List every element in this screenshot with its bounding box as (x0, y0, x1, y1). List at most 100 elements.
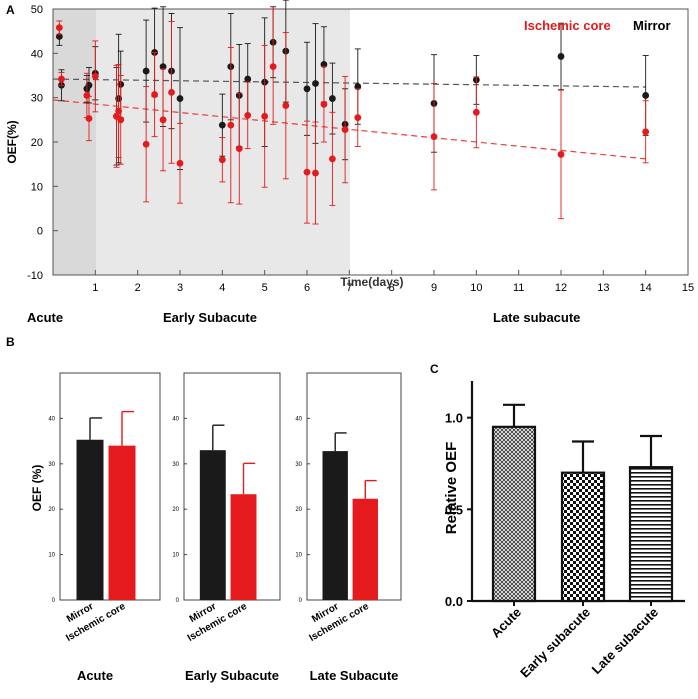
point-mirror (312, 80, 319, 87)
point-ischemic-core (244, 112, 252, 119)
point-ischemic-core (557, 151, 565, 158)
point-mirror (320, 61, 328, 68)
panel-a-shade-acute (53, 9, 96, 275)
point-ischemic-core (642, 128, 650, 136)
panel-a-ytick-label: -10 (27, 270, 43, 282)
panel-a-ytick-label: 50 (31, 4, 43, 16)
point-ischemic-core (472, 108, 480, 116)
panel-a-xtick-label: 2 (135, 282, 141, 294)
point-mirror (354, 83, 362, 90)
point-ischemic-core (58, 75, 65, 83)
point-mirror (142, 67, 150, 75)
point-ischemic-core (91, 72, 99, 80)
panel-c-category-label: Acute (488, 605, 524, 641)
point-ischemic-core (430, 133, 438, 141)
panel-a-xtick-label: 5 (262, 282, 268, 294)
panel-label-c: C (430, 362, 439, 376)
panel-b-bar-ischemic-core (352, 498, 378, 600)
point-mirror (244, 75, 252, 83)
panel-c-category-label: Late subacute (589, 605, 661, 677)
point-mirror (218, 121, 226, 129)
panel-a-xtick-label: 13 (597, 282, 609, 294)
legend-ischemic-core: Ischemic core (524, 18, 611, 33)
panel-a-ytick-label: 30 (31, 93, 43, 105)
panel-a-xtick-label: 4 (219, 282, 225, 294)
point-mirror (176, 95, 184, 102)
point-ischemic-core (269, 63, 277, 71)
point-ischemic-core (235, 145, 243, 153)
point-ischemic-core (261, 112, 269, 120)
panel-b-bar-mirror (76, 439, 104, 600)
panel-a-xtick-label: 1 (92, 282, 98, 294)
panel-c-ytick-label: 0.0 (445, 594, 463, 609)
point-mirror (642, 92, 650, 99)
panel-b-ytick-label: 20 (295, 507, 302, 513)
panel-b-ytick-label: 10 (295, 553, 302, 559)
panel-a-xtick-label: 12 (555, 282, 567, 294)
panel-a-xtick-label: 14 (640, 282, 652, 294)
point-ischemic-core (117, 116, 125, 124)
panel-b-ytick-label: 20 (48, 507, 55, 513)
panel-b-ytick-label: 40 (48, 416, 55, 422)
panel-b-ytick-label: 30 (172, 462, 179, 468)
panel-b-bar-ischemic-core (108, 445, 136, 600)
panel-a-region-late: Late subacute (493, 310, 580, 325)
point-mirror (557, 53, 565, 60)
panel-a-ytick-label: 20 (31, 137, 43, 149)
panel-a-xlabel: Time(days) (340, 275, 403, 289)
point-ischemic-core (55, 24, 63, 32)
panel-a-shade-early (96, 9, 350, 275)
panel-b-ytick-label: 30 (295, 462, 302, 468)
panel-a-xtick-label: 10 (470, 282, 482, 294)
point-ischemic-core (218, 156, 226, 164)
point-ischemic-core (282, 102, 290, 110)
point-ischemic-core (303, 168, 311, 176)
point-ischemic-core (312, 169, 319, 177)
panel-b-bar-ischemic-core (230, 494, 257, 600)
panel-a-ylabel: OEF(%) (5, 120, 19, 163)
panel-b-ytick-label: 0 (299, 598, 303, 604)
point-ischemic-core (159, 116, 167, 124)
point-ischemic-core (227, 121, 235, 129)
point-mirror (159, 63, 167, 71)
panel-a-xtick-label: 9 (431, 282, 437, 294)
point-ischemic-core (329, 155, 336, 163)
panel-b-ytick-label: 30 (48, 462, 55, 468)
panel-c-ylabel: Relative OEF (443, 442, 460, 535)
point-ischemic-core (354, 114, 362, 122)
point-ischemic-core (142, 140, 150, 148)
panel-b-bar-mirror (322, 451, 348, 600)
panel-a-ytick-label: 40 (31, 48, 43, 60)
panel-a-xtick-label: 15 (682, 282, 694, 294)
panel-b-ytick-label: 40 (172, 416, 179, 422)
panel-a-xtick-label: 8 (389, 282, 395, 294)
panel-label-a: A (6, 3, 15, 17)
point-ischemic-core (168, 88, 175, 96)
point-ischemic-core (320, 100, 328, 108)
panel-b-ytick-label: 0 (176, 598, 180, 604)
panel-c-bar-acute (491, 425, 537, 603)
panel-a-xtick-label: 11 (513, 282, 524, 294)
trendline-mirror (52, 78, 646, 88)
legend-mirror: Mirror (633, 18, 671, 33)
panel-b-group-title: Acute (77, 668, 113, 683)
point-mirror (303, 85, 311, 93)
panel-b-ytick-label: 10 (172, 553, 179, 559)
point-mirror (55, 33, 63, 40)
panel-c-bar-late-subacute (628, 466, 674, 603)
panel-c-ytick-label: 0.5 (445, 502, 463, 517)
panel-a-xtick-label: 6 (304, 282, 310, 294)
panel-b-ytick-label: 0 (52, 598, 56, 604)
panel-b-bar-mirror (199, 450, 226, 600)
point-ischemic-core (151, 91, 159, 98)
panel-b-ylabel: OEF (%) (30, 465, 44, 512)
panel-a-xtick-label: 3 (177, 282, 183, 294)
panel-a-region-acute: Acute (27, 310, 63, 325)
panel-b-ytick-label: 20 (172, 507, 179, 513)
panel-a-xtick-label: 7 (346, 282, 352, 294)
panel-b-group-title: Early Subacute (185, 668, 279, 683)
panel-label-b: B (6, 335, 15, 349)
